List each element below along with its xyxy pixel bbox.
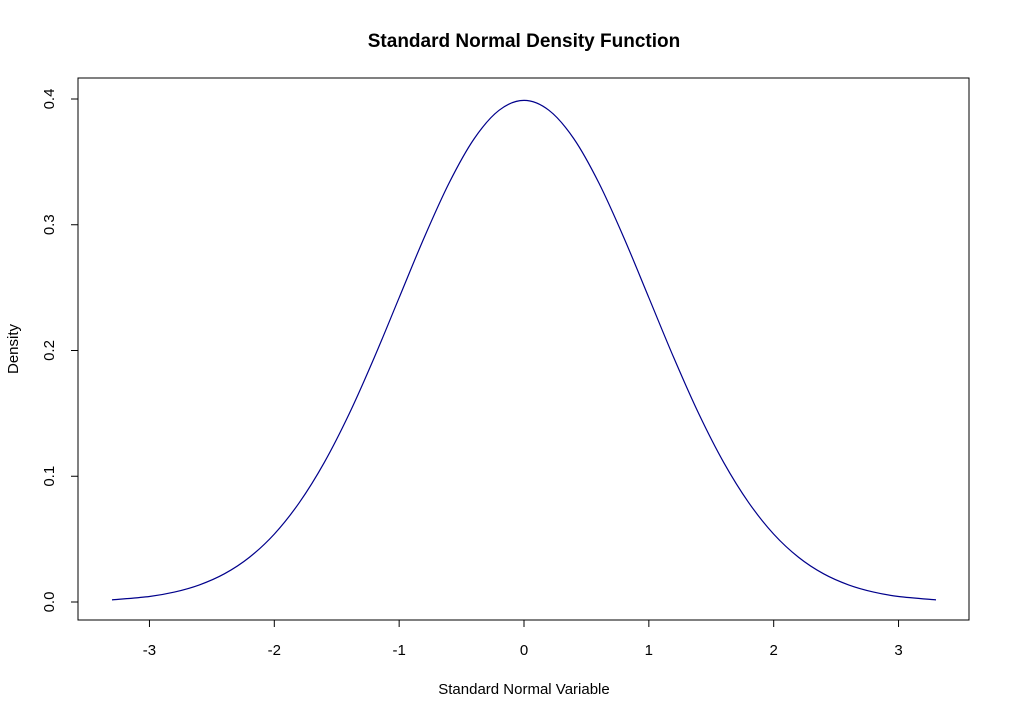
chart-title: Standard Normal Density Function bbox=[368, 31, 680, 52]
y-tick-label: 0.2 bbox=[41, 340, 58, 361]
y-tick-label: 0.4 bbox=[41, 89, 58, 110]
y-tick-label: 0.3 bbox=[41, 214, 58, 235]
plot-frame bbox=[77, 77, 970, 621]
y-axis-label: Density bbox=[5, 323, 22, 374]
y-tick-label: 0.0 bbox=[41, 592, 58, 613]
x-tick-label: 1 bbox=[645, 642, 653, 659]
x-tick-label: -1 bbox=[392, 642, 405, 659]
x-axis: -3 -2 -1 0 1 2 3 bbox=[143, 620, 903, 659]
x-tick-label: 3 bbox=[894, 642, 902, 659]
x-tick-label: -2 bbox=[268, 642, 281, 659]
x-tick-label: -3 bbox=[143, 642, 156, 659]
y-tick-label: 0.1 bbox=[41, 466, 58, 487]
x-tick-label: 0 bbox=[520, 642, 528, 659]
x-tick-label: 2 bbox=[770, 642, 778, 659]
density-curve bbox=[111, 99, 937, 601]
y-axis: 0.0 0.1 0.2 0.3 0.4 bbox=[41, 89, 78, 613]
x-axis-label: Standard Normal Variable bbox=[438, 681, 609, 698]
